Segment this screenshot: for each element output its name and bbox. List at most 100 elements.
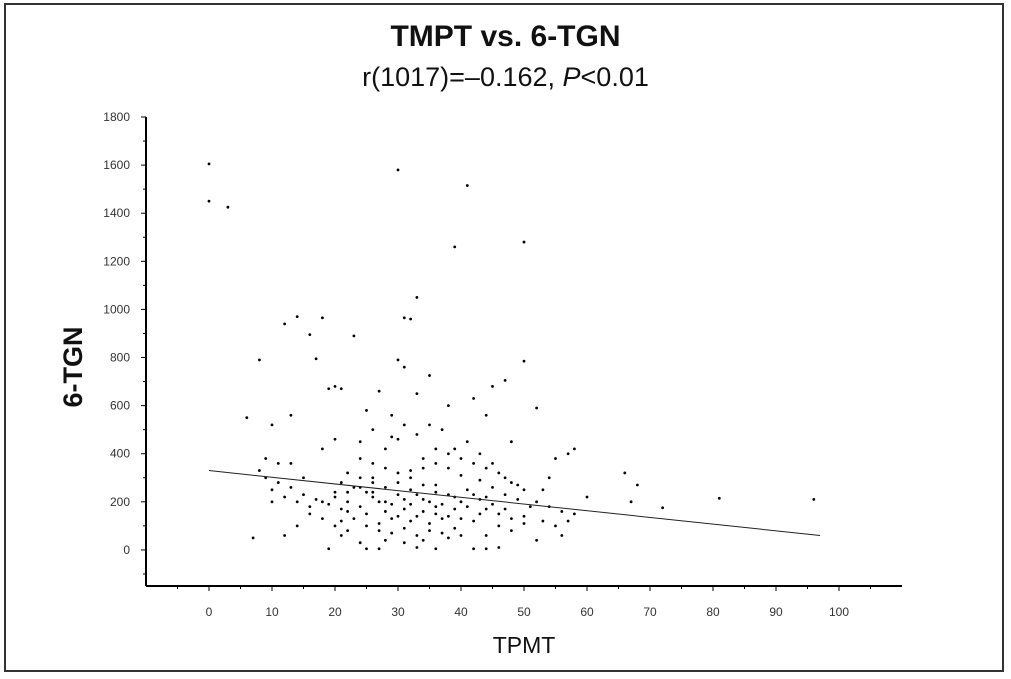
data-point bbox=[484, 507, 488, 511]
data-point bbox=[302, 493, 305, 497]
data-point bbox=[453, 526, 457, 530]
y-tick-label: 200 bbox=[110, 495, 130, 509]
data-point bbox=[516, 483, 520, 487]
data-point bbox=[283, 495, 286, 499]
data-point bbox=[447, 536, 450, 540]
data-point bbox=[377, 389, 381, 393]
data-point bbox=[402, 316, 406, 320]
y-tick-label: 1400 bbox=[103, 206, 130, 220]
data-point bbox=[327, 387, 331, 391]
data-point bbox=[371, 461, 375, 465]
data-point bbox=[409, 476, 412, 480]
data-point bbox=[484, 413, 488, 417]
data-point bbox=[636, 483, 639, 487]
data-point bbox=[503, 493, 507, 497]
data-point bbox=[428, 423, 431, 427]
data-point bbox=[434, 490, 438, 494]
data-point bbox=[421, 457, 425, 460]
data-point bbox=[478, 478, 482, 482]
data-point bbox=[503, 378, 507, 382]
data-point bbox=[554, 457, 557, 460]
data-point bbox=[371, 476, 375, 480]
data-point bbox=[333, 524, 337, 528]
data-point bbox=[535, 500, 538, 504]
data-point bbox=[623, 471, 627, 475]
data-point bbox=[302, 476, 305, 480]
data-point bbox=[484, 534, 488, 537]
data-point bbox=[409, 488, 412, 492]
data-point bbox=[812, 498, 816, 501]
data-point bbox=[396, 481, 400, 484]
data-point bbox=[447, 514, 450, 518]
data-point bbox=[384, 538, 387, 542]
data-point bbox=[629, 500, 633, 504]
data-point bbox=[566, 452, 570, 456]
data-point bbox=[497, 524, 501, 528]
x-tick-label: 60 bbox=[580, 605, 594, 619]
data-point bbox=[428, 529, 431, 533]
data-point bbox=[447, 466, 450, 470]
x-tick-label: 50 bbox=[517, 605, 531, 619]
data-point bbox=[472, 547, 475, 551]
trend-line-layer bbox=[208, 470, 821, 536]
data-point bbox=[308, 512, 312, 516]
x-tick-label: 20 bbox=[328, 605, 342, 619]
data-point bbox=[308, 333, 312, 337]
data-point bbox=[522, 488, 526, 492]
data-point bbox=[251, 536, 255, 540]
data-point bbox=[226, 205, 230, 209]
data-point bbox=[365, 524, 368, 528]
data-point bbox=[390, 435, 394, 439]
data-point bbox=[440, 428, 444, 432]
data-point bbox=[516, 498, 520, 501]
data-point bbox=[396, 471, 400, 475]
data-point bbox=[207, 199, 211, 203]
points-layer bbox=[207, 162, 816, 551]
data-point bbox=[333, 495, 337, 499]
data-point bbox=[358, 476, 362, 480]
data-point bbox=[289, 461, 293, 465]
data-point bbox=[377, 529, 381, 533]
data-point bbox=[453, 245, 457, 249]
data-point bbox=[371, 490, 375, 494]
data-point bbox=[321, 316, 324, 320]
data-point bbox=[472, 519, 475, 523]
data-point bbox=[308, 505, 312, 509]
data-point bbox=[365, 547, 368, 551]
y-axis-title: 6-TGN bbox=[58, 327, 88, 408]
data-point bbox=[573, 447, 576, 451]
data-point bbox=[321, 517, 324, 521]
chart-subtitle: r(1017)=–0.162, P<0.01 bbox=[0, 62, 1011, 93]
y-tick-label: 1200 bbox=[103, 254, 130, 268]
data-point bbox=[270, 423, 274, 427]
data-point bbox=[339, 519, 343, 523]
chart-title: TMPT vs. 6-TGN bbox=[390, 20, 621, 53]
data-point bbox=[396, 493, 400, 497]
x-tick-label: 90 bbox=[769, 605, 783, 619]
data-point bbox=[491, 485, 494, 489]
data-point bbox=[421, 483, 425, 487]
data-point bbox=[339, 534, 343, 537]
subtitle-stat: r(1017)=–0.162, bbox=[362, 62, 563, 92]
data-point bbox=[503, 507, 507, 511]
data-point bbox=[333, 384, 337, 388]
data-point bbox=[434, 461, 438, 465]
x-tick-label: 70 bbox=[643, 605, 657, 619]
data-point bbox=[421, 498, 425, 501]
data-point bbox=[384, 466, 387, 470]
data-point bbox=[377, 500, 381, 504]
data-point bbox=[478, 512, 482, 516]
data-point bbox=[333, 490, 337, 494]
data-point bbox=[358, 457, 362, 460]
data-point bbox=[371, 495, 375, 499]
data-point bbox=[283, 534, 286, 537]
data-point bbox=[377, 547, 381, 551]
data-point bbox=[472, 461, 475, 465]
data-point bbox=[465, 488, 469, 492]
data-point bbox=[434, 483, 438, 487]
data-point bbox=[339, 507, 343, 511]
data-point bbox=[333, 437, 337, 441]
regression-line bbox=[208, 470, 821, 536]
data-point bbox=[497, 471, 501, 475]
